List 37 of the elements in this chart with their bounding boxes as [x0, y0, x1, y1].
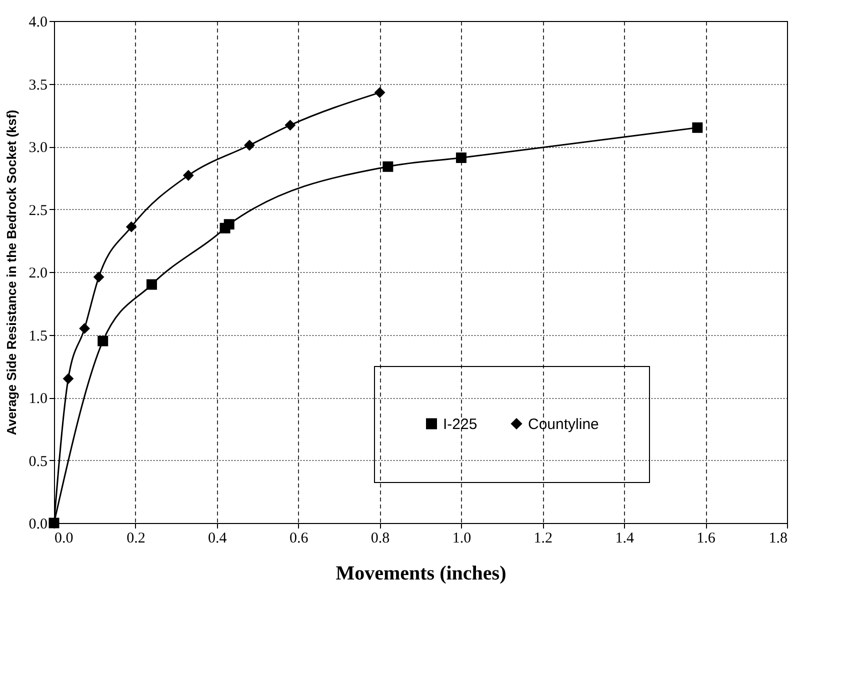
x-tick-label: 0.6 — [289, 530, 309, 546]
legend-label: Countyline — [528, 416, 599, 433]
legend-label: I-225 — [443, 416, 478, 433]
x-tick-label: 1.8 — [768, 530, 788, 546]
y-tick-label: 2.0 — [28, 266, 48, 282]
y-tick-label: 0.5 — [28, 454, 48, 470]
x-tick-label: 1.4 — [615, 530, 634, 546]
y-tick-label: 3.5 — [28, 77, 48, 94]
point — [224, 219, 234, 230]
x-tick-label: 1.2 — [534, 530, 553, 546]
point — [692, 122, 703, 133]
point — [63, 373, 74, 384]
point — [374, 87, 386, 98]
x-tick-label: 1.6 — [696, 530, 716, 546]
x-tick-label: 0.4 — [208, 530, 228, 546]
point — [382, 161, 394, 172]
point — [126, 222, 137, 232]
x-tick-label: 0.0 — [54, 530, 74, 546]
point — [284, 120, 296, 130]
x-tick-label: 0.8 — [370, 530, 390, 546]
x-axis-title: Movements (inches) — [336, 562, 506, 584]
y-tick-label: 2.5 — [28, 202, 48, 219]
y-tick-label: 0.0 — [28, 516, 48, 532]
x-tick-label: 0.2 — [126, 530, 146, 546]
point — [98, 336, 108, 346]
point — [146, 279, 157, 290]
point — [456, 152, 466, 164]
point — [183, 170, 194, 181]
point — [94, 272, 104, 282]
y-tick-label: 4.0 — [28, 14, 48, 30]
y-tick-label: 1.5 — [28, 328, 48, 344]
point — [79, 323, 90, 334]
y-axis-title: Average Side Resistance in the Bedrock Socket (ksf) — [4, 110, 19, 436]
y-tick-label: 1.0 — [28, 391, 48, 407]
point — [244, 140, 255, 150]
y-tick-label: 3.0 — [28, 140, 48, 156]
x-tick-label: 1.0 — [452, 530, 472, 546]
